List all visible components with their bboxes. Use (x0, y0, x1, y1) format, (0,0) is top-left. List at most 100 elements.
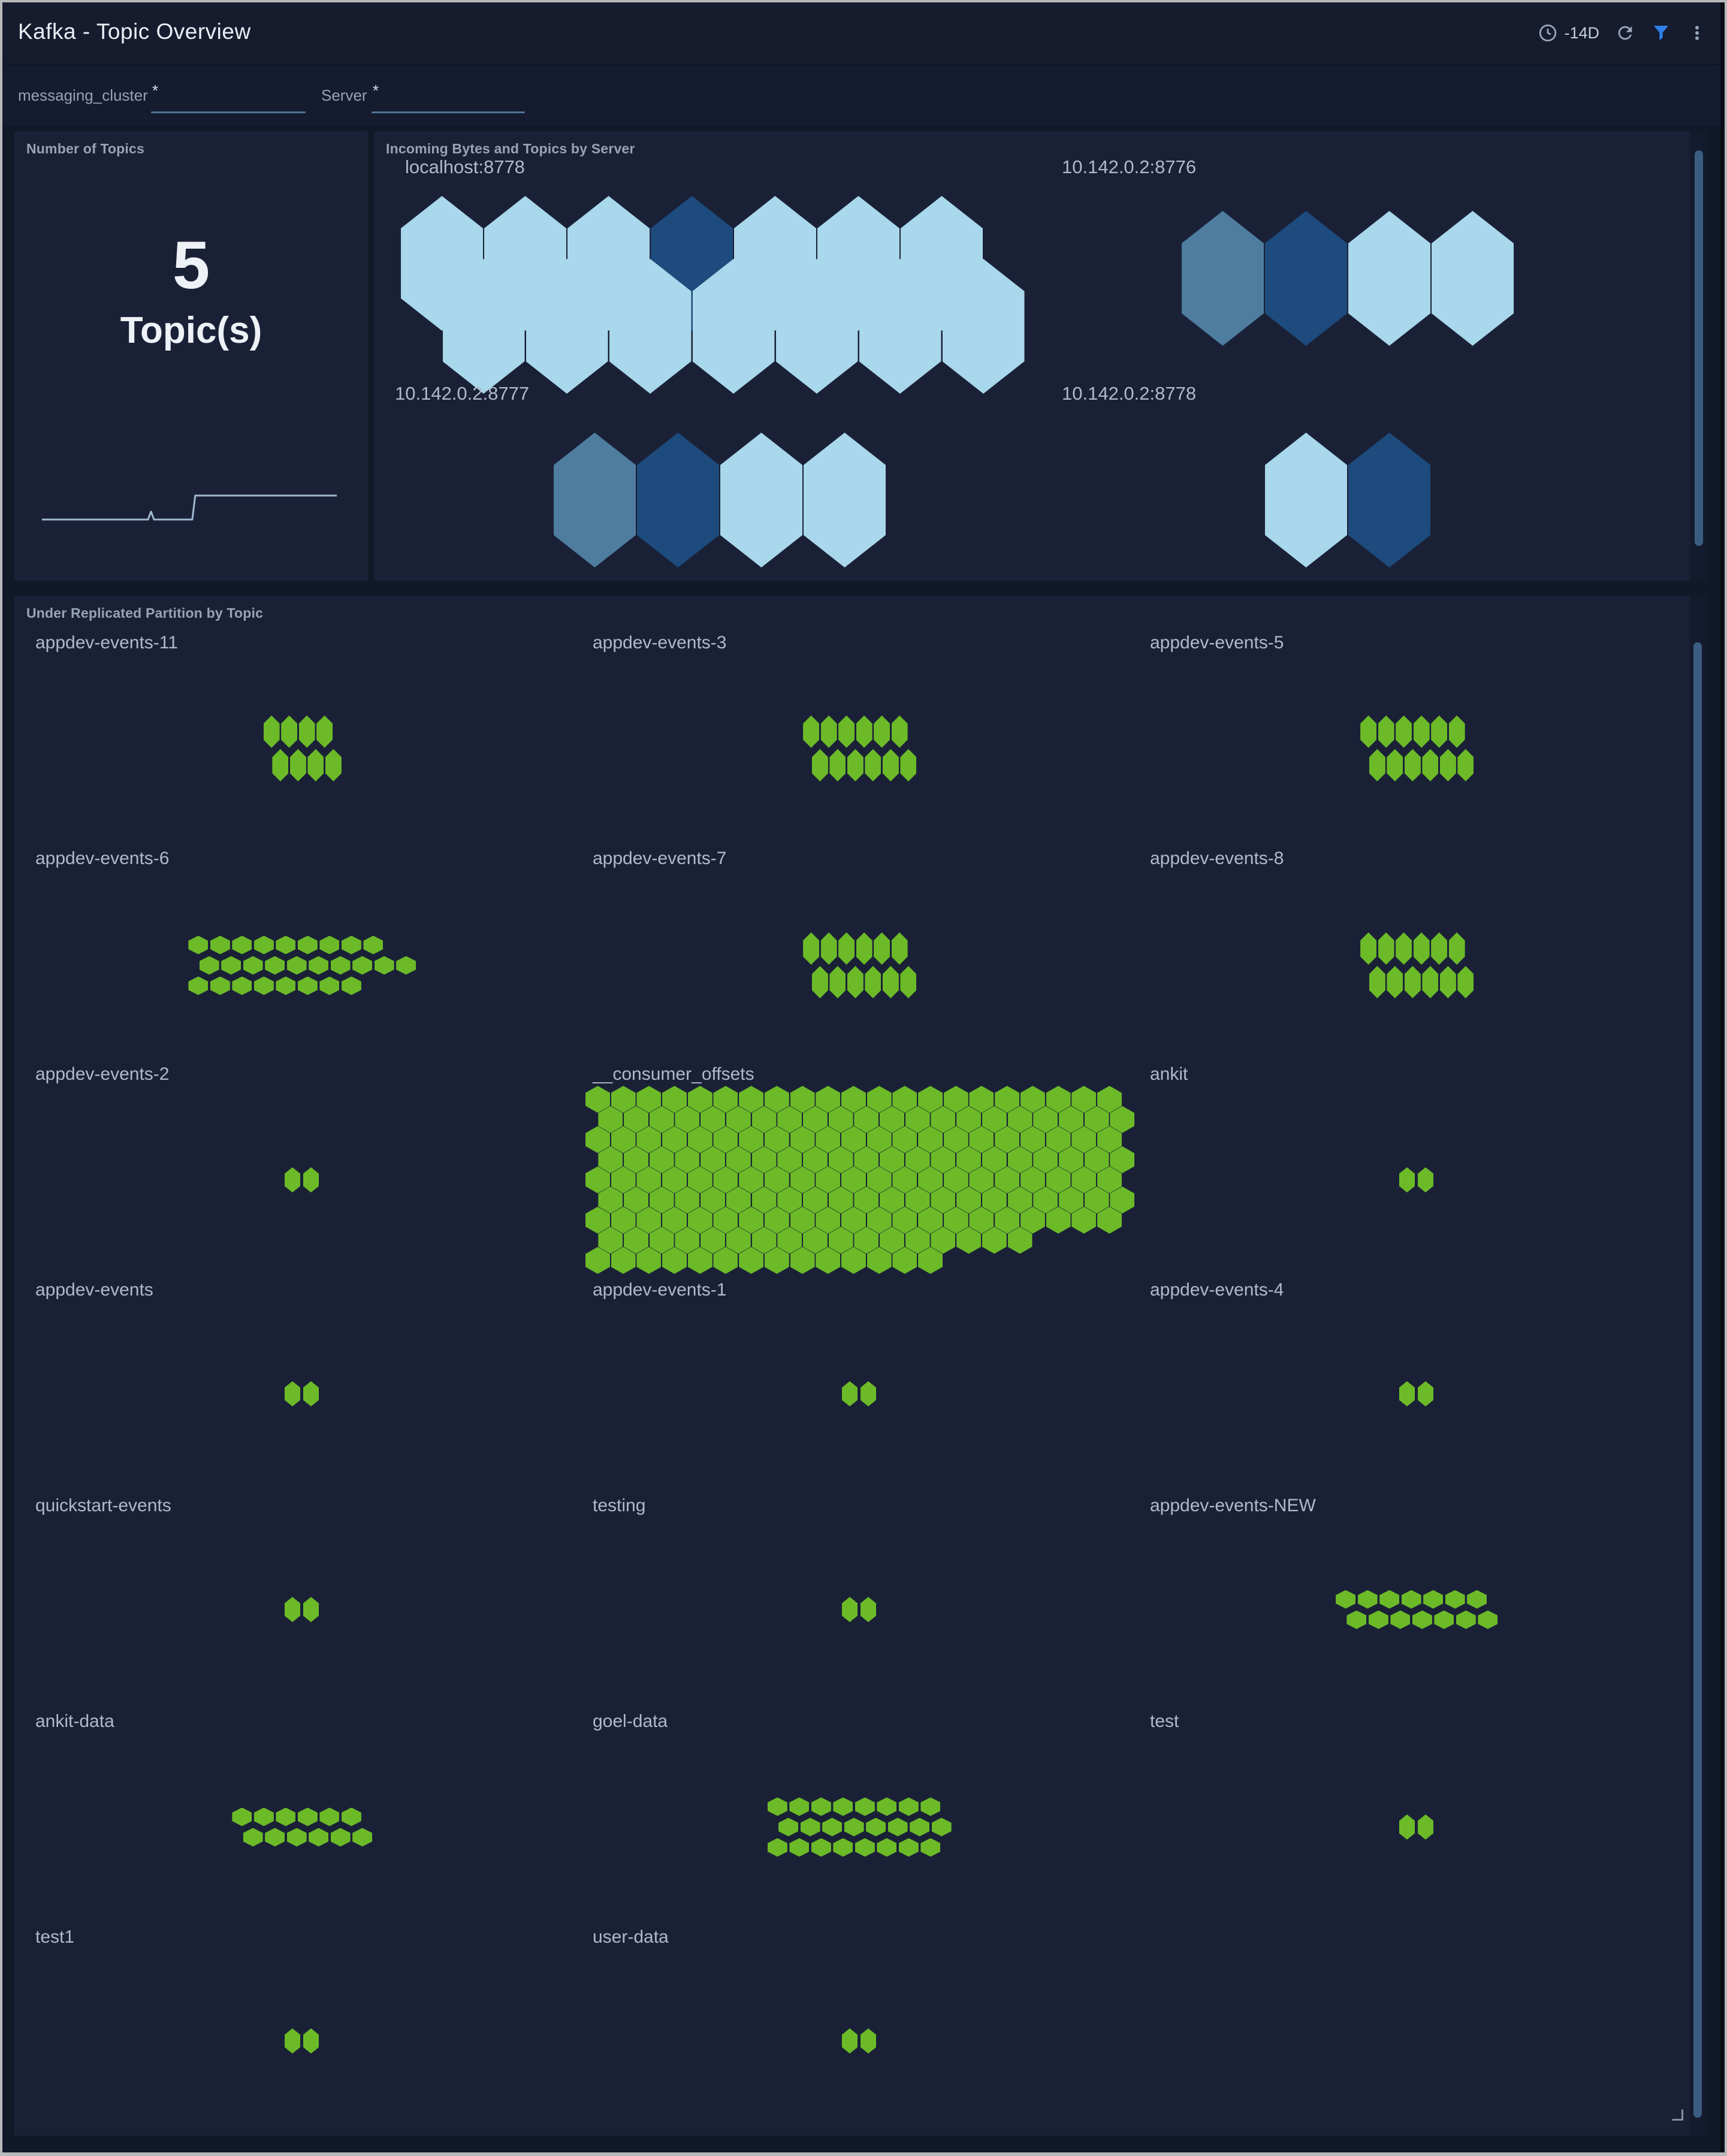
hex-cell[interactable] (1348, 433, 1430, 567)
hex-cell[interactable] (396, 956, 416, 975)
hex-cell[interactable] (374, 956, 394, 975)
hex-cell[interactable] (307, 749, 324, 781)
hex-cell[interactable] (1418, 1814, 1433, 1840)
hex-cell[interactable] (775, 259, 858, 394)
hex-cell[interactable] (1467, 1590, 1487, 1609)
hex-cell[interactable] (1413, 715, 1430, 748)
hex-cell[interactable] (820, 715, 837, 748)
hex-cell[interactable] (1439, 966, 1456, 998)
hex-cell[interactable] (866, 1817, 886, 1837)
hex-cell[interactable] (1360, 715, 1377, 748)
hex-cell[interactable] (859, 259, 941, 394)
hex-cell[interactable] (210, 935, 230, 955)
hex-cell[interactable] (847, 749, 864, 781)
hex-cell[interactable] (910, 1817, 930, 1837)
hex-cell[interactable] (1431, 932, 1448, 965)
hex-cell[interactable] (526, 259, 608, 394)
hex-cell[interactable] (1182, 211, 1264, 346)
hex-cell[interactable] (847, 966, 864, 998)
hex-cell[interactable] (309, 956, 329, 975)
hex-cell[interactable] (803, 932, 820, 965)
hex-cell[interactable] (325, 749, 342, 781)
hex-cell[interactable] (1265, 211, 1347, 346)
hex-cell[interactable] (1423, 1590, 1444, 1609)
hex-cell[interactable] (861, 1597, 876, 1622)
hex-cell[interactable] (272, 749, 289, 781)
hex-cell[interactable] (898, 1797, 919, 1816)
hex-cell[interactable] (1399, 1167, 1415, 1192)
hex-cell[interactable] (232, 1807, 252, 1826)
hex-cell[interactable] (811, 1838, 831, 1857)
hex-cell[interactable] (882, 966, 899, 998)
hex-cell[interactable] (842, 2028, 858, 2054)
hex-cell[interactable] (298, 715, 315, 748)
hex-cell[interactable] (1422, 749, 1439, 781)
hex-cell[interactable] (352, 1828, 373, 1847)
hex-cell[interactable] (265, 1828, 285, 1847)
hex-cell[interactable] (1399, 1381, 1415, 1406)
hex-cell[interactable] (316, 715, 333, 748)
panel-resize-corner-icon[interactable] (1667, 2104, 1687, 2125)
server-panel-scrollbar[interactable] (1695, 150, 1703, 546)
hex-cell[interactable] (882, 749, 899, 781)
hex-cell[interactable] (874, 715, 890, 748)
hex-cell[interactable] (920, 1838, 941, 1857)
hex-cell[interactable] (1412, 1610, 1432, 1629)
hex-cell[interactable] (1434, 1610, 1454, 1629)
hex-cell[interactable] (874, 932, 890, 965)
hex-cell[interactable] (822, 1817, 843, 1837)
hex-cell[interactable] (243, 956, 263, 975)
hex-cell[interactable] (1379, 1590, 1400, 1609)
hex-cell[interactable] (1432, 211, 1514, 346)
clock-icon[interactable] (1538, 23, 1558, 43)
hex-cell[interactable] (188, 935, 209, 955)
hex-cell[interactable] (829, 749, 846, 781)
hex-cell[interactable] (1478, 1610, 1498, 1629)
hex-cell[interactable] (811, 749, 828, 781)
hex-cell[interactable] (1357, 1590, 1378, 1609)
hex-cell[interactable] (1401, 1590, 1421, 1609)
hex-cell[interactable] (838, 932, 855, 965)
hex-cell[interactable] (303, 1597, 319, 1622)
topics-panel-scrollbar[interactable] (1693, 642, 1702, 2118)
hex-cell[interactable] (856, 715, 872, 748)
hex-cell[interactable] (942, 259, 1025, 394)
hex-cell[interactable] (1396, 715, 1412, 748)
hex-cell[interactable] (1265, 433, 1347, 567)
hex-cell[interactable] (767, 1838, 787, 1857)
kebab-menu-icon[interactable] (1687, 23, 1707, 43)
hex-cell[interactable] (804, 433, 886, 567)
hex-cell[interactable] (789, 1797, 810, 1816)
hex-cell[interactable] (303, 1381, 319, 1406)
hex-cell[interactable] (887, 1817, 908, 1837)
time-range-label[interactable]: -14D (1564, 23, 1599, 42)
hex-cell[interactable] (720, 433, 802, 567)
hex-cell[interactable] (811, 966, 828, 998)
hex-cell[interactable] (1378, 932, 1394, 965)
hex-cell[interactable] (877, 1838, 897, 1857)
hex-cell[interactable] (1456, 1610, 1476, 1629)
hex-cell[interactable] (276, 976, 296, 995)
hex-cell[interactable] (1369, 749, 1385, 781)
hex-cell[interactable] (803, 715, 820, 748)
hex-cell[interactable] (1404, 966, 1421, 998)
hex-cell[interactable] (692, 259, 775, 394)
hex-cell[interactable] (363, 935, 384, 955)
hex-cell[interactable] (297, 1807, 318, 1826)
hex-cell[interactable] (865, 749, 881, 781)
hex-cell[interactable] (285, 1381, 300, 1406)
hex-cell[interactable] (900, 966, 917, 998)
hex-cell[interactable] (838, 715, 855, 748)
hex-cell[interactable] (855, 1797, 875, 1816)
hex-cell[interactable] (330, 1828, 351, 1847)
hex-cell[interactable] (1448, 932, 1465, 965)
hex-cell[interactable] (289, 749, 306, 781)
hex-cell[interactable] (1422, 966, 1439, 998)
hex-cell[interactable] (442, 259, 525, 394)
hex-cell[interactable] (1404, 749, 1421, 781)
messaging-cluster-input[interactable] (151, 111, 306, 113)
hex-cell[interactable] (253, 976, 274, 995)
hex-cell[interactable] (1336, 1590, 1356, 1609)
hex-cell[interactable] (232, 935, 252, 955)
hex-cell[interactable] (842, 1597, 858, 1622)
